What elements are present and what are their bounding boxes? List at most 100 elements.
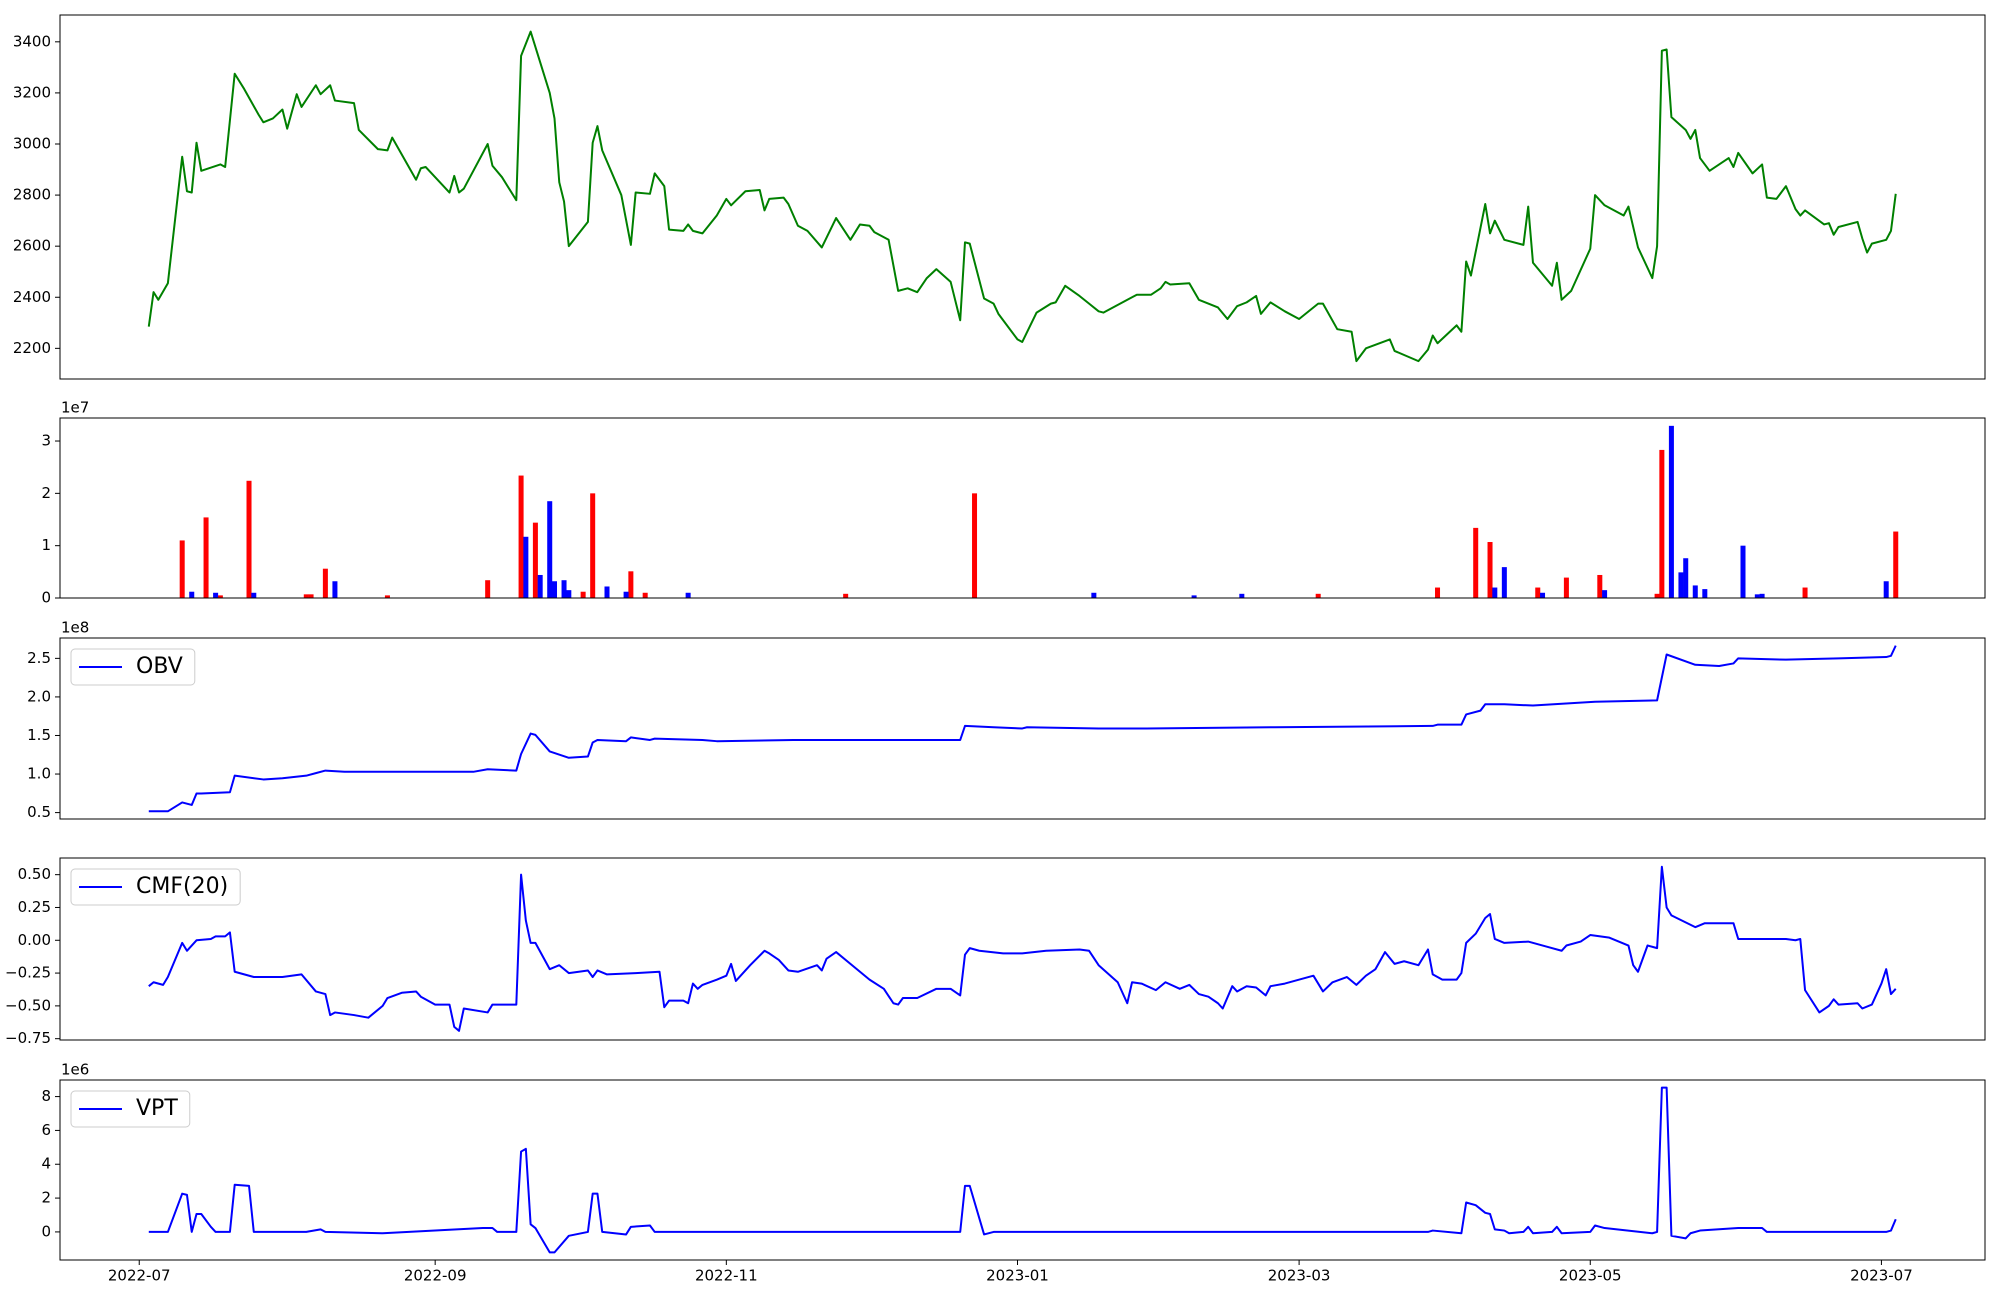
volume-bar bbox=[1654, 593, 1660, 598]
volume-bar bbox=[1754, 594, 1760, 598]
legend-box bbox=[70, 648, 196, 686]
y-tick-label: 2600 bbox=[13, 237, 51, 255]
y-tick-label: 1.5 bbox=[27, 726, 51, 744]
volume-bar bbox=[523, 536, 529, 598]
volume-bar bbox=[217, 595, 223, 598]
y-tick-label: 2.5 bbox=[27, 649, 51, 667]
volume-bar bbox=[1535, 587, 1541, 598]
volume-bar bbox=[213, 592, 219, 598]
y-tick-label: 3 bbox=[41, 432, 51, 450]
volume-bar bbox=[1435, 587, 1441, 598]
y-tick-label: 1 bbox=[41, 536, 51, 554]
y-tick-label: 8 bbox=[41, 1087, 51, 1105]
volume-bar bbox=[384, 595, 390, 598]
y-tick-label: 0.50 bbox=[18, 865, 51, 883]
axis-offset-label: 1e7 bbox=[61, 399, 89, 417]
volume-bar bbox=[1883, 581, 1889, 598]
volume-bar bbox=[1597, 574, 1603, 598]
volume-bar bbox=[590, 493, 596, 598]
x-tick-label: 2023-07 bbox=[1850, 1267, 1913, 1285]
plot-frame bbox=[59, 857, 1986, 1041]
volume-bar bbox=[1540, 592, 1546, 598]
volume-bar bbox=[1702, 589, 1708, 598]
y-tick-label: 6 bbox=[41, 1121, 51, 1139]
volume-bar bbox=[1740, 545, 1746, 598]
volume-bar bbox=[308, 594, 314, 598]
volume-bar bbox=[580, 591, 586, 598]
legend-label: VPT bbox=[136, 1096, 178, 1121]
volume-bar bbox=[1692, 585, 1698, 598]
x-tick-label: 2023-03 bbox=[1268, 1267, 1331, 1285]
plot-frame bbox=[59, 1079, 1986, 1261]
volume-bar bbox=[189, 591, 195, 598]
volume-bar bbox=[485, 580, 491, 598]
y-tick-label: 0.5 bbox=[27, 803, 51, 821]
volume-bar bbox=[604, 586, 610, 598]
x-tick-label: 2022-11 bbox=[695, 1267, 758, 1285]
volume-bar bbox=[537, 574, 543, 598]
x-tick-label: 2022-07 bbox=[108, 1267, 171, 1285]
volume-bar bbox=[972, 493, 978, 598]
y-tick-label: 2 bbox=[41, 484, 51, 502]
volume-bar bbox=[685, 592, 691, 598]
legend-label: OBV bbox=[136, 654, 183, 679]
volume-bar bbox=[1563, 577, 1569, 598]
axis-offset-label: 1e6 bbox=[61, 1061, 89, 1079]
volume-bar bbox=[1239, 593, 1245, 598]
volume-bar bbox=[551, 581, 558, 598]
volume-bar bbox=[642, 592, 648, 598]
y-tick-label: 0 bbox=[41, 589, 51, 607]
volume-bar bbox=[566, 590, 572, 598]
volume-bar bbox=[561, 580, 567, 598]
volume-bar bbox=[1659, 449, 1665, 598]
y-tick-label: 2800 bbox=[13, 186, 51, 204]
legend-box bbox=[70, 1090, 191, 1128]
volume-bar bbox=[332, 581, 338, 598]
volume-bar bbox=[1492, 587, 1498, 598]
volume-bar bbox=[1501, 567, 1507, 598]
volume-bar bbox=[1802, 587, 1808, 598]
data-line bbox=[148, 1086, 1897, 1254]
legend-box bbox=[70, 868, 241, 906]
volume-bar bbox=[1315, 593, 1321, 598]
y-tick-label: 3400 bbox=[13, 32, 51, 50]
volume-bar bbox=[1668, 425, 1674, 598]
volume-bar bbox=[518, 475, 524, 598]
volume-bar bbox=[1759, 593, 1765, 598]
volume-bar bbox=[623, 591, 629, 598]
x-tick-label: 2022-09 bbox=[404, 1267, 467, 1285]
y-tick-label: −0.75 bbox=[5, 1029, 51, 1047]
volume-bar bbox=[179, 540, 185, 598]
volume-bar bbox=[1487, 542, 1493, 598]
y-tick-label: 3000 bbox=[13, 134, 51, 152]
volume-bar bbox=[203, 517, 209, 598]
x-tick-label: 2023-05 bbox=[1559, 1267, 1622, 1285]
volume-bar bbox=[1893, 531, 1899, 598]
volume-bar bbox=[1678, 572, 1684, 598]
y-tick-label: 2.0 bbox=[27, 687, 51, 705]
volume-bar bbox=[322, 568, 328, 598]
x-tick-label: 2023-01 bbox=[986, 1267, 1049, 1285]
volume-bar bbox=[1473, 527, 1479, 598]
y-tick-label: −0.50 bbox=[5, 996, 51, 1014]
data-line bbox=[148, 645, 1897, 813]
data-line bbox=[147, 30, 1897, 363]
y-tick-label: 0.25 bbox=[18, 898, 51, 916]
volume-bar bbox=[1091, 592, 1097, 598]
y-tick-label: 1.0 bbox=[27, 765, 51, 783]
data-line bbox=[148, 865, 1897, 1032]
plot-frame bbox=[59, 417, 1986, 599]
volume-bar bbox=[547, 501, 553, 598]
volume-bar bbox=[1191, 595, 1197, 598]
axis-offset-label: 1e8 bbox=[61, 619, 89, 637]
plot-frame bbox=[59, 14, 1986, 380]
y-tick-label: 0.00 bbox=[18, 931, 51, 949]
y-tick-label: −0.25 bbox=[5, 964, 51, 982]
volume-bar bbox=[1602, 590, 1608, 598]
y-tick-label: 2400 bbox=[13, 288, 51, 306]
plot-frame bbox=[59, 637, 1986, 820]
volume-bar bbox=[251, 592, 257, 598]
volume-bar bbox=[843, 593, 849, 598]
